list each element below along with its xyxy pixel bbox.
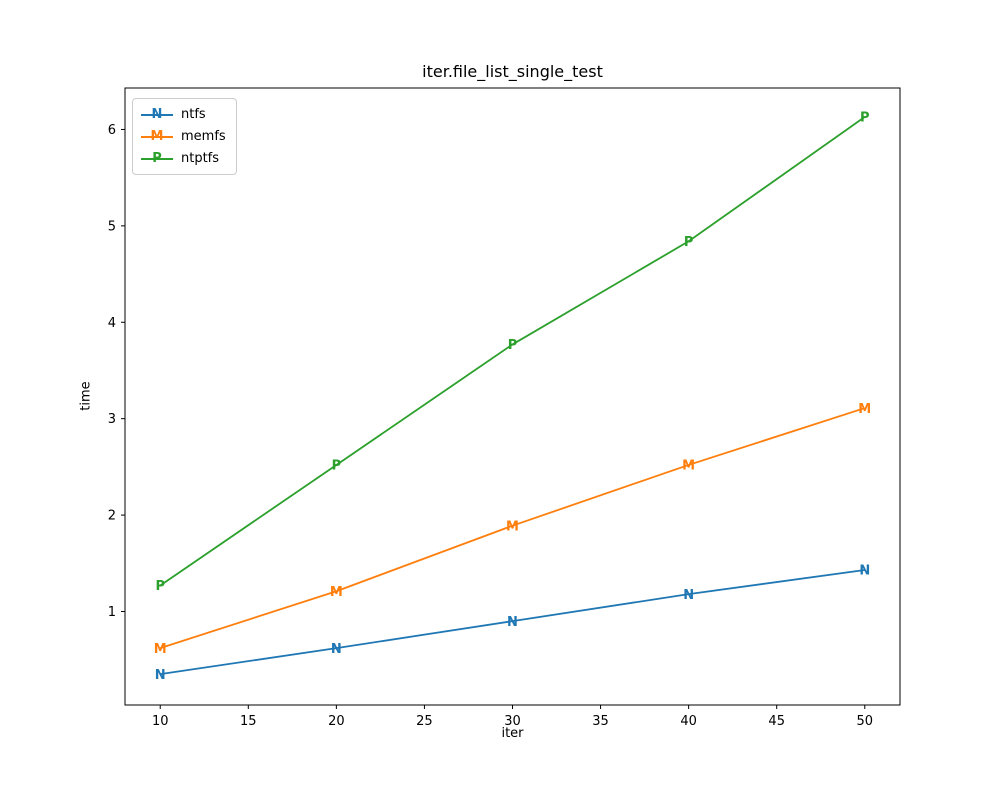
- x-tick-label: 10: [152, 714, 169, 729]
- marker-ntptfs-icon: P: [684, 235, 694, 250]
- marker-memfs-icon: M: [858, 402, 871, 417]
- marker-memfs-icon: M: [506, 519, 519, 534]
- marker-ntfs-icon: N: [331, 642, 342, 657]
- legend-marker-ntptfs-icon: P: [141, 151, 173, 167]
- legend-line: [141, 113, 173, 116]
- y-tick-label: 1: [108, 605, 116, 620]
- legend-letter: P: [152, 150, 162, 166]
- marker-ntfs-icon: N: [683, 588, 694, 603]
- marker-memfs-icon: M: [330, 585, 343, 600]
- x-tick-label: 35: [592, 714, 609, 729]
- legend: N ntfs M memfs P ntptfs: [132, 98, 237, 175]
- y-tick-label: 6: [108, 123, 116, 138]
- y-tick-label: 5: [108, 219, 116, 234]
- marker-ntfs-icon: N: [859, 564, 870, 579]
- x-tick-label: 50: [856, 714, 873, 729]
- marker-memfs-icon: M: [682, 459, 695, 474]
- legend-item-ntptfs: P ntptfs: [141, 149, 226, 168]
- series-line-ntfs: [160, 569, 865, 676]
- marker-ntptfs-icon: P: [508, 338, 518, 353]
- x-tick-label: 20: [328, 714, 345, 729]
- legend-label-ntptfs: ntptfs: [181, 151, 220, 166]
- y-tick-label: 4: [108, 316, 116, 331]
- legend-letter: N: [151, 106, 163, 122]
- legend-line: [141, 135, 173, 138]
- marker-ntptfs-icon: P: [860, 111, 870, 126]
- legend-label-memfs: memfs: [181, 129, 226, 144]
- marker-ntptfs-icon: P: [155, 579, 165, 594]
- x-tick-label: 25: [416, 714, 433, 729]
- marker-ntfs-icon: N: [507, 615, 518, 630]
- x-tick-label: 30: [504, 714, 521, 729]
- series-line-memfs: [159, 407, 866, 649]
- chart-title: iter.file_list_single_test: [422, 62, 603, 81]
- legend-marker-ntfs-icon: N: [141, 107, 173, 123]
- axes-frame: [124, 87, 901, 706]
- y-tick-label: 2: [108, 509, 116, 524]
- marker-memfs-icon: M: [154, 642, 167, 657]
- marker-ntptfs-icon: P: [332, 459, 342, 474]
- x-tick-label: 45: [768, 714, 785, 729]
- legend-letter: M: [150, 128, 164, 144]
- y-axis-label: time: [78, 381, 94, 411]
- legend-item-ntfs: N ntfs: [141, 105, 226, 124]
- legend-item-memfs: M memfs: [141, 127, 226, 146]
- legend-line: [141, 157, 173, 160]
- marker-ntfs-icon: N: [155, 668, 166, 683]
- legend-label-ntfs: ntfs: [181, 107, 206, 122]
- x-axis-label: iter: [501, 726, 524, 741]
- x-tick-label: 40: [680, 714, 697, 729]
- series-line-ntptfs: [159, 116, 866, 587]
- y-tick-label: 3: [108, 412, 116, 427]
- legend-marker-memfs-icon: M: [141, 129, 173, 145]
- x-tick-label: 15: [240, 714, 257, 729]
